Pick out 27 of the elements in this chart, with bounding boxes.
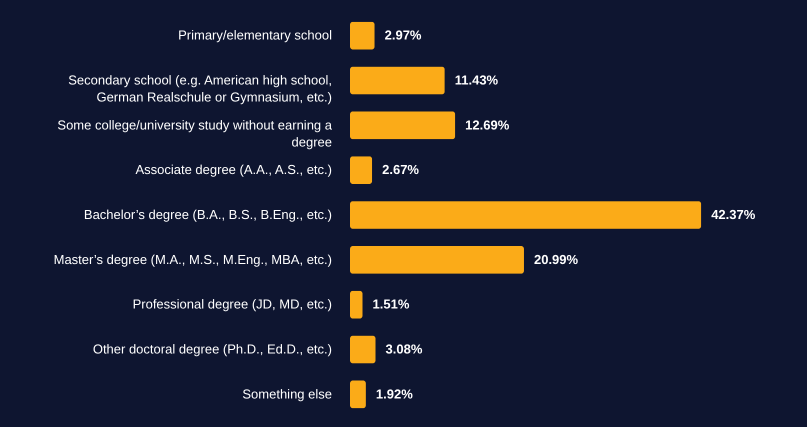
bar [350, 380, 366, 408]
bar [350, 22, 375, 50]
y-tick-label: Bachelor’s degree (B.A., B.S., B.Eng., etc.) [84, 207, 332, 222]
y-tick-label: Some college/university study without earning a degree [57, 117, 333, 150]
y-tick-label: Professional degree (JD, MD, etc.) [132, 296, 332, 312]
data-label: 3.08% [386, 342, 423, 357]
bar [350, 246, 524, 274]
data-label: 12.69% [465, 117, 510, 132]
data-label: 2.67% [382, 162, 420, 178]
y-tick-label: Something else [242, 386, 332, 402]
y-tick-label: Associate degree (A.A., A.S., etc.) [135, 162, 332, 178]
data-label: 1.51% [372, 296, 410, 312]
y-tick-label: Secondary school (e.g. American high school, German Realschule or Gymnasium, etc.) [68, 72, 332, 104]
data-label: 2.97% [384, 28, 422, 43]
bar [350, 156, 372, 184]
bar [350, 290, 363, 319]
bar [350, 111, 456, 140]
data-label: 11.43% [454, 72, 499, 88]
bar [350, 66, 445, 94]
data-label: 42.37% [711, 207, 756, 222]
bar [350, 336, 376, 364]
bar [350, 201, 702, 229]
y-tick-label: Master’s degree (M.A., M.S., M.Eng., MBA, etc.) [54, 252, 332, 267]
data-label: 1.92% [376, 386, 414, 402]
y-tick-label: Primary/elementary school [178, 28, 332, 43]
data-label: 20.99% [534, 252, 579, 267]
y-tick-label: Other doctoral degree (Ph.D., Ed.D., etc.) [92, 342, 332, 357]
